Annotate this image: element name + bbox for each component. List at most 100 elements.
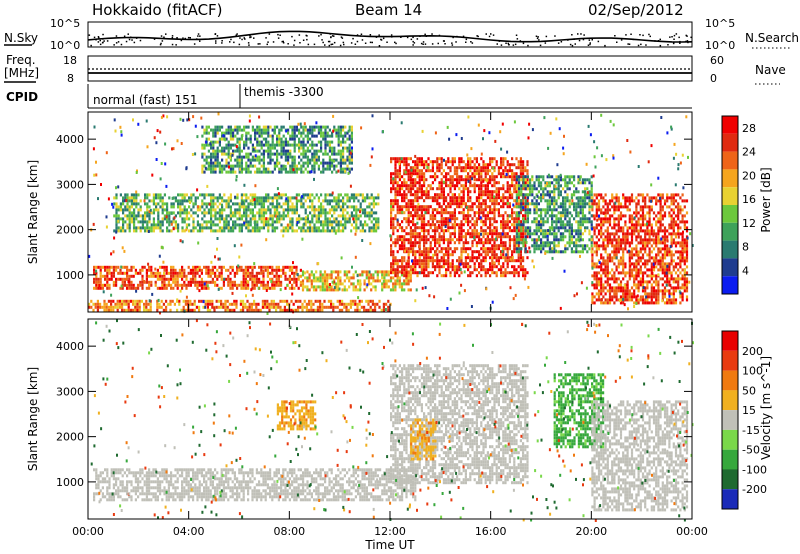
data-cell — [236, 137, 239, 141]
data-cell — [165, 271, 168, 275]
data-cell — [414, 229, 417, 233]
data-cell — [225, 158, 228, 162]
data-cell — [357, 193, 360, 197]
data-cell — [473, 163, 476, 167]
data-cell — [137, 208, 140, 212]
data-cell — [473, 265, 476, 269]
data-cell — [218, 143, 221, 147]
data-cell — [431, 187, 434, 191]
data-cell — [269, 217, 272, 221]
data-cell — [95, 286, 98, 290]
data-cell — [137, 202, 140, 206]
data-cell — [165, 268, 168, 272]
data-cell — [267, 152, 270, 156]
data-cell — [418, 169, 421, 173]
data-cell — [469, 274, 472, 278]
data-cell — [170, 205, 173, 209]
nsky-dot — [97, 41, 100, 43]
data-cell — [238, 217, 241, 221]
data-cell — [508, 259, 511, 263]
data-cell — [331, 226, 334, 230]
data-cell — [405, 279, 408, 283]
data-cell — [497, 169, 500, 173]
data-cell — [306, 134, 309, 138]
data-cell — [342, 140, 345, 144]
data-cell — [597, 259, 601, 263]
data-cell — [203, 164, 206, 168]
nsky-dot — [690, 36, 692, 39]
nsky-dot — [298, 34, 301, 36]
data-cell — [348, 155, 351, 159]
data-cell — [205, 268, 208, 272]
data-cell — [260, 217, 263, 221]
data-cell — [412, 247, 415, 251]
data-cell — [304, 128, 307, 132]
data-cell — [416, 169, 419, 173]
data-cell — [280, 167, 283, 171]
data-cell — [207, 143, 210, 147]
data-cell — [320, 143, 323, 147]
data-cell — [427, 211, 430, 215]
data-cell — [322, 223, 325, 227]
data-cell — [464, 262, 467, 266]
data-cell — [355, 205, 358, 209]
data-cell — [606, 205, 609, 209]
data-cell — [139, 199, 142, 203]
data-cell — [407, 199, 410, 203]
data-cell — [317, 285, 320, 289]
data-cell — [101, 286, 104, 290]
data-cell — [524, 214, 527, 218]
data-cell — [339, 199, 342, 203]
data-cell — [236, 125, 239, 129]
data-cell — [420, 157, 423, 161]
data-cell — [300, 131, 303, 135]
data-cell — [114, 305, 117, 309]
data-cell — [423, 235, 426, 239]
data-cell — [293, 158, 296, 162]
data-cell — [126, 208, 129, 212]
nsky-dot — [113, 44, 115, 46]
data-cell — [289, 196, 292, 200]
data-cell — [169, 308, 172, 312]
data-cell — [115, 283, 118, 287]
data-cell — [206, 305, 209, 309]
data-cell — [342, 229, 345, 233]
data-cell — [597, 193, 601, 197]
data-cell — [405, 196, 408, 200]
data-cell — [185, 283, 188, 287]
data-cell — [278, 167, 281, 171]
data-cell — [146, 220, 149, 224]
data-cell — [201, 202, 204, 206]
data-cell — [613, 226, 616, 230]
data-cell — [136, 308, 139, 312]
data-cell — [284, 137, 287, 141]
data-cell — [346, 164, 349, 168]
data-cell — [429, 175, 432, 179]
data-cell — [392, 253, 395, 257]
data-cell — [181, 286, 184, 290]
data-cell — [608, 208, 612, 212]
data-cell — [449, 205, 452, 209]
data-cell — [240, 217, 243, 221]
data-cell — [328, 217, 331, 221]
data-cell — [342, 152, 345, 156]
data-cell — [315, 143, 318, 147]
data-cell — [497, 211, 500, 215]
data-cell — [262, 286, 265, 290]
data-cell — [337, 196, 340, 200]
data-cell — [202, 305, 205, 309]
data-cell — [337, 199, 340, 203]
data-cell — [445, 208, 448, 212]
data-cell — [282, 134, 285, 138]
data-cell — [471, 229, 474, 233]
data-cell — [453, 250, 456, 254]
data-cell — [214, 217, 217, 221]
data-cell — [179, 211, 182, 215]
data-cell — [591, 247, 594, 251]
data-cell — [434, 217, 437, 221]
data-cell — [438, 259, 441, 263]
data-cell — [440, 181, 443, 185]
data-cell — [458, 226, 461, 230]
data-cell — [138, 308, 141, 312]
data-cell — [276, 155, 279, 159]
